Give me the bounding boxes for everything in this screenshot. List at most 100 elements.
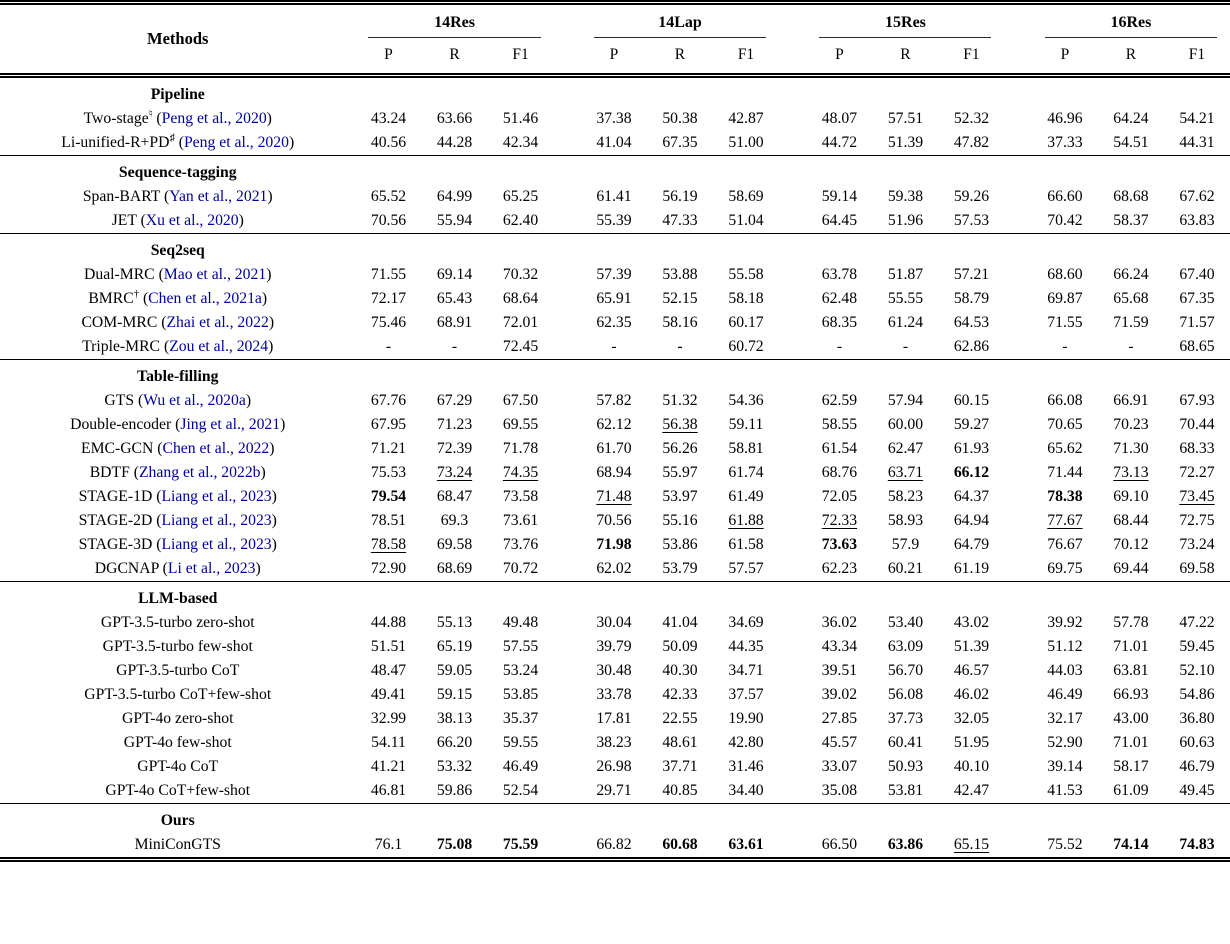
metric-cell: [712, 581, 780, 611]
metric-cell: [487, 155, 554, 185]
method-cell: Triple-MRC (Zou et al., 2024): [82, 338, 274, 355]
column-gap: [779, 263, 806, 287]
metric-cell: 57.53: [953, 212, 990, 229]
section-header-row: LLM-based: [0, 581, 1230, 611]
metric-cell: 61.58: [728, 536, 764, 553]
citation-link[interactable]: Liang et al., 2023: [161, 536, 272, 553]
metric-cell: 32.99: [370, 710, 407, 727]
metric-cell: 60.00: [887, 416, 924, 433]
metric-cell: 48.61: [662, 734, 698, 751]
column-gap: [554, 263, 581, 287]
citation-link[interactable]: Chen et al., 2022: [162, 440, 270, 457]
citation-link[interactable]: Xu et al., 2020: [145, 212, 239, 229]
citation-link[interactable]: Wu et al., 2020a: [143, 392, 246, 409]
metric-cell: [355, 75, 422, 107]
column-gap: [779, 389, 806, 413]
section-title: Ours: [0, 803, 356, 833]
method-cell: Span-BART (Yan et al., 2021): [82, 188, 273, 205]
method-cell: GPT-3.5-turbo zero-shot: [0, 611, 355, 635]
metric-cell: [1097, 359, 1164, 389]
citation-link[interactable]: Li et al., 2023: [167, 560, 256, 577]
column-gap: [554, 209, 581, 234]
table-row: Two-stage♮ (Peng et al., 2020) 43.24 63.66…: [0, 107, 1230, 131]
section-header-row: Table-filling: [0, 359, 1230, 389]
citation-link[interactable]: Jing et al., 2021: [180, 416, 281, 433]
metric-cell: 39.92: [1047, 614, 1083, 631]
metric-cell: 67.35: [1179, 290, 1215, 307]
method-cell: STAGE-1D (Liang et al., 2023): [78, 488, 277, 505]
section-header-row: Ours: [0, 803, 1230, 833]
metric-cell: 55.55: [887, 290, 924, 307]
metric-cell: 37.71: [662, 758, 698, 775]
metric-cell: 40.85: [662, 782, 698, 799]
column-gap: [554, 107, 581, 131]
metric-cell: [712, 233, 780, 263]
column-gap: [1004, 533, 1031, 557]
metric-cell: 60.72: [728, 338, 764, 355]
citation-link[interactable]: Zhang et al., 2022b: [138, 464, 261, 481]
column-gap: [779, 287, 806, 311]
citation-link[interactable]: Mao et al., 2021: [163, 266, 267, 283]
metric-cell: 65.91: [596, 290, 632, 307]
metric-cell: 34.71: [728, 662, 764, 679]
metric-cell: 68.91: [436, 314, 473, 331]
metric-cell: [1031, 233, 1098, 263]
citation-link[interactable]: Liang et al., 2023: [161, 488, 272, 505]
method-name: JET: [111, 212, 137, 229]
metric-cell: 53.40: [887, 614, 924, 631]
metric-cell: 73.63: [821, 536, 858, 553]
citation-link[interactable]: Peng et al., 2020: [183, 134, 289, 151]
metric-cell: 33.78: [596, 686, 632, 703]
subcol-p: P: [1031, 38, 1098, 78]
citation-link[interactable]: Peng et al., 2020: [161, 110, 267, 127]
metric-cell: 64.45: [821, 212, 858, 229]
metric-cell: 63.66: [436, 110, 473, 127]
metric-cell: 44.88: [370, 614, 407, 631]
section-title: LLM-based: [0, 581, 356, 611]
metric-cell: 72.75: [1179, 512, 1215, 529]
metric-cell: 55.58: [728, 266, 764, 283]
metric-cell: 71.55: [1047, 314, 1083, 331]
method-name: GPT-3.5-turbo zero-shot: [100, 614, 255, 631]
group-header-15res: 15Res: [806, 3, 1004, 38]
metric-cell: 44.28: [436, 134, 473, 151]
metric-cell: 60.15: [953, 392, 990, 409]
metric-cell: 46.57: [953, 662, 990, 679]
metric-cell: 53.97: [662, 488, 698, 505]
metric-cell: 78.51: [370, 512, 407, 529]
metric-cell: 63.86: [887, 836, 924, 853]
metric-cell: 22.55: [662, 710, 698, 727]
citation-link[interactable]: Yan et al., 2021: [169, 188, 268, 205]
table-row: BMRC† (Chen et al., 2021a) 72.17 65.43 68.6…: [0, 287, 1230, 311]
metric-cell: 79.54: [370, 488, 407, 505]
metric-cell: [355, 581, 422, 611]
column-gap: [553, 155, 581, 185]
metric-cell: 49.41: [370, 686, 407, 703]
method-cell: GPT-3.5-turbo few-shot: [0, 635, 355, 659]
metric-cell: 41.53: [1047, 782, 1083, 799]
metric-cell: 61.24: [887, 314, 924, 331]
citation-link[interactable]: Zhai et al., 2022: [166, 314, 269, 331]
method-name: MiniConGTS: [134, 836, 221, 853]
metric-cell: 19.90: [728, 710, 764, 727]
metric-cell: [872, 233, 939, 263]
metric-cell: [872, 359, 939, 389]
metric-cell: 49.48: [502, 614, 539, 631]
metric-cell: -: [451, 338, 458, 355]
section-header-row: Pipeline: [0, 75, 1230, 107]
column-gap: [779, 233, 807, 263]
citation-link[interactable]: Chen et al., 2021a: [148, 290, 262, 307]
table-row: Span-BART (Yan et al., 2021) 65.52 64.99 65…: [0, 185, 1230, 209]
method-cell: GTS (Wu et al., 2020a): [104, 392, 252, 409]
metric-cell: 58.17: [1113, 758, 1149, 775]
metric-cell: 63.81: [1113, 662, 1149, 679]
column-gap: [1004, 779, 1031, 804]
citation-link[interactable]: Zou et al., 2024: [169, 338, 269, 355]
citation-link[interactable]: Liang et al., 2023: [161, 512, 272, 529]
column-gap: [1004, 155, 1032, 185]
column-gap: [779, 437, 806, 461]
metric-cell: 59.38: [887, 188, 924, 205]
metric-cell: 69.58: [436, 536, 473, 553]
metric-cell: 73.45: [1179, 488, 1215, 505]
metric-cell: [806, 155, 873, 185]
